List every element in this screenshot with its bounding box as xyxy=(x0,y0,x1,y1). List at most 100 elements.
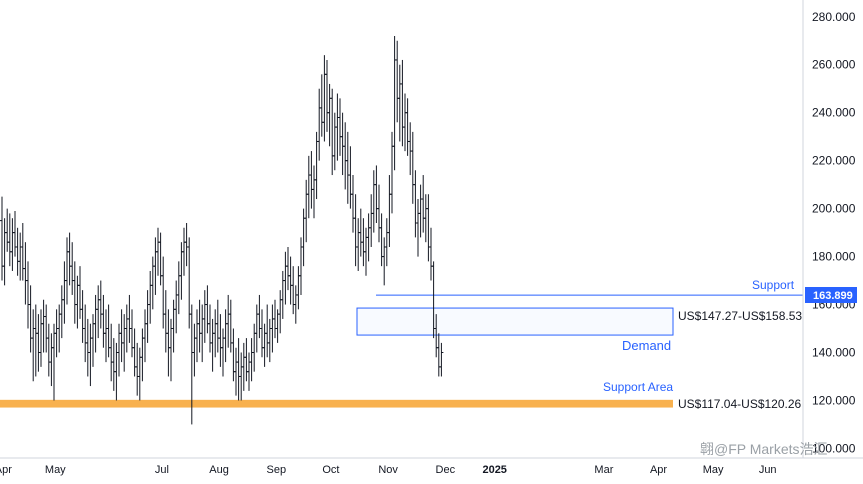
y-tick-label: 260.000 xyxy=(812,58,856,72)
ohlc-bar xyxy=(301,208,306,267)
x-tick-label: Jun xyxy=(759,464,777,476)
ohlc-bar xyxy=(377,184,381,243)
ohlc-bar xyxy=(176,261,181,315)
x-tick-label: Dec xyxy=(436,464,456,476)
ohlc-bar xyxy=(322,55,327,142)
ohlc-bar xyxy=(192,323,197,377)
y-tick-label: 120.000 xyxy=(812,393,856,407)
ohlc-bar xyxy=(340,112,345,176)
ohlc-bar xyxy=(62,261,67,324)
ohlc-bar xyxy=(182,227,186,276)
ohlc-bar xyxy=(106,304,111,358)
ohlc-bar xyxy=(85,318,90,377)
ohlc-bar xyxy=(262,323,267,367)
ohlc-bar xyxy=(161,256,166,329)
ohlc-bar xyxy=(335,93,340,161)
ohlc-bar xyxy=(31,309,36,382)
annotations: Support 163.899 US$147.27-US$158.53 Dema… xyxy=(603,278,857,411)
ohlc-bar xyxy=(5,208,10,252)
ohlc-bar xyxy=(241,342,246,391)
ohlc-bar xyxy=(18,232,23,281)
ohlc-bar xyxy=(421,175,426,233)
ohlc-bar xyxy=(158,232,163,286)
ohlc-bar xyxy=(163,290,168,353)
ohlc-bar xyxy=(366,213,371,262)
ohlc-bar xyxy=(299,237,303,295)
ohlc-bar xyxy=(210,318,215,372)
ohlc-bar xyxy=(247,352,251,391)
ohlc-bar xyxy=(197,299,202,353)
ohlc-bar xyxy=(327,83,332,147)
ohlc-bar xyxy=(429,227,433,281)
ohlc-bar xyxy=(195,309,199,363)
ohlc-bar xyxy=(270,304,275,353)
ohlc-bar xyxy=(135,342,140,396)
ohlc-bar xyxy=(28,285,33,353)
ohlc-bar xyxy=(88,323,93,387)
x-axis: Apr May Jul Aug Sep Oct Nov Dec 2025 Mar Apr May Jun xyxy=(0,464,777,476)
watermark: 翶@FP Markets浩汇 xyxy=(700,441,828,457)
ohlc-bar xyxy=(109,323,114,382)
x-tick-label: May xyxy=(703,464,724,476)
ohlc-bar xyxy=(423,194,428,243)
ohlc-bar xyxy=(267,318,272,363)
ohlc-bar xyxy=(254,304,259,353)
plot-area xyxy=(0,35,803,425)
ohlc-bar xyxy=(280,270,285,319)
ohlc-bar xyxy=(65,237,69,305)
x-tick-label: 2025 xyxy=(482,464,506,476)
ohlc-bar xyxy=(226,294,231,348)
ohlc-bar xyxy=(382,237,387,286)
ohlc-bar xyxy=(413,170,418,238)
ohlc-bar xyxy=(205,285,210,334)
y-tick-label: 200.000 xyxy=(812,202,856,216)
ohlc-bar xyxy=(332,112,337,171)
ohlc-bar xyxy=(174,280,179,334)
support-line-label: Support xyxy=(752,278,795,292)
ohlc-bar xyxy=(312,165,316,219)
x-tick-label: Apr xyxy=(0,464,12,476)
ohlc-bar xyxy=(405,98,410,156)
ohlc-bar xyxy=(356,218,361,271)
ohlc-bar xyxy=(353,194,358,267)
ohlc-bar xyxy=(166,309,171,377)
ohlc-bar xyxy=(41,299,46,353)
ohlc-bar xyxy=(330,88,335,176)
ohlc-bar xyxy=(410,131,415,204)
ohlc-bar xyxy=(439,342,444,377)
ohlc-bar xyxy=(72,261,77,324)
x-tick-label: May xyxy=(45,464,66,476)
ohlc-bar xyxy=(2,218,7,286)
y-tick-label: 280.000 xyxy=(812,10,856,24)
ohlc-bar xyxy=(119,309,124,363)
y-tick-label: 140.000 xyxy=(812,345,856,359)
ohlc-bar xyxy=(20,223,25,281)
support-price-value: 163.899 xyxy=(813,290,853,302)
x-tick-label: Oct xyxy=(322,464,339,476)
y-tick-label: 220.000 xyxy=(812,154,856,168)
ohlc-bar xyxy=(80,290,85,343)
ohlc-bar xyxy=(153,237,158,295)
ohlc-bar xyxy=(83,304,88,363)
ohlc-bar xyxy=(426,194,431,262)
x-tick-label: Nov xyxy=(378,464,398,476)
ohlc-bar xyxy=(223,309,228,363)
ohlc-bar xyxy=(36,314,41,372)
ohlc-bar xyxy=(338,98,342,156)
ohlc-bar xyxy=(325,59,329,132)
ohlc-bar xyxy=(249,338,254,382)
ohlc-bar xyxy=(306,155,311,219)
ohlc-bar xyxy=(293,285,298,324)
ohlc-bar xyxy=(291,266,296,315)
x-tick-label: Aug xyxy=(209,464,229,476)
support-area-zone xyxy=(0,399,673,408)
ohlc-bar xyxy=(345,131,350,204)
ohlc-bar xyxy=(361,218,366,267)
ohlc-bar xyxy=(75,275,80,329)
ohlc-bar xyxy=(78,266,82,319)
demand-zone xyxy=(356,307,674,336)
ohlc-bar xyxy=(117,323,121,377)
ohlc-bar xyxy=(374,165,379,224)
ohlc-bar xyxy=(26,261,30,329)
ohlc-bar xyxy=(379,213,384,267)
